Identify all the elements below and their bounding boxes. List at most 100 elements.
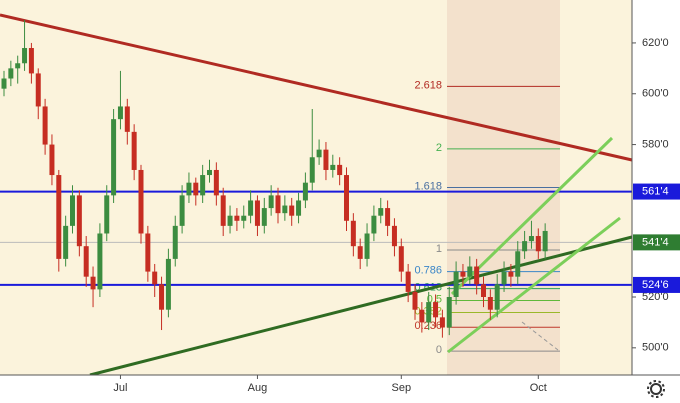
candle-body [282,205,288,214]
candle-body [508,271,514,277]
x-tick-label: Aug [248,382,268,394]
candle-body [97,233,103,290]
candle-body [371,215,377,234]
candle-body [275,195,281,214]
candle-body [261,208,267,226]
candle-body [302,182,308,201]
candle-body [426,302,432,323]
candle-body [481,284,486,298]
candle-body [385,208,391,226]
candle-body [316,149,322,158]
candle-body [76,195,82,247]
x-axis-area [0,375,680,403]
candle-body [227,215,233,226]
candle-body [350,220,356,247]
candle-body [8,68,14,79]
candle-body [364,233,370,259]
support-trendline [89,235,633,377]
candle-body [542,230,548,252]
candle-body [522,241,528,252]
candle-body [234,215,240,221]
candle-body [172,225,178,259]
candle-body [296,200,302,216]
price-tag [633,234,680,251]
candle-body [145,233,151,272]
fib-label: 0 [436,344,442,356]
candle-body [213,169,219,196]
candles-group [1,20,548,338]
candle-body [494,284,500,310]
y-tick-label: 500'0 [642,342,669,354]
candle-body [344,175,349,221]
y-axis-area [632,0,680,403]
fib-label: 1 [436,243,442,255]
candle-body [207,169,212,176]
candle-body [357,246,363,259]
settings-icon[interactable] [647,380,665,398]
candle-body [419,309,425,323]
candle-body [515,251,521,277]
gear-teeth[interactable] [647,380,665,398]
candle-body [138,169,144,234]
candle-body [268,195,274,209]
fib-label: 2 [436,142,442,154]
candle-body [254,200,260,226]
price-tag [633,276,680,293]
candle-body [248,200,254,216]
candle-body [179,195,185,226]
candle-body [453,271,459,298]
candle-body [467,266,473,277]
candle-body [15,63,21,69]
candle-body [412,291,418,310]
candle-body [83,246,89,277]
candle-body [90,276,96,290]
candle-body [186,182,192,196]
fib-label: 2.618 [414,79,442,91]
candle-body [104,195,110,234]
x-tick-label: Jul [113,382,127,394]
candle-body [200,175,206,196]
resistance-trendline [0,13,633,162]
candle-body [528,236,534,242]
candle-body [501,271,507,285]
candle-body [42,106,48,145]
candle-body [337,164,343,176]
candle-body [378,208,384,216]
fib-label: 0.786 [414,265,442,277]
candle-body [535,236,541,252]
candle-body [165,258,171,310]
y-tick-label: 600'0 [642,88,669,100]
candle-body [152,271,158,285]
candle-body [460,271,466,277]
price-tag-label: 541'4 [642,236,669,248]
candle-body [487,297,493,310]
price-tag-label: 561'4 [642,185,669,197]
candle-body [391,225,397,247]
candle-body [220,195,226,226]
price-tag [633,183,680,200]
gear[interactable] [650,383,662,395]
fib-label: 1.618 [414,180,442,192]
candle-body [309,157,315,183]
candle-body [131,131,137,170]
candle-body [193,182,199,196]
candle-body [124,106,130,132]
candle-body [28,48,34,74]
candle-body [117,106,123,120]
candle-body [323,149,329,170]
candle-body [49,144,55,176]
price-tag-label: 524'6 [642,279,669,291]
x-tick-label: Sep [392,382,412,394]
candle-body [439,317,445,328]
candle-body [289,205,295,216]
candle-body [474,266,480,285]
candle-body [22,48,28,64]
candle-body [159,284,165,310]
candle-body [330,164,336,170]
candle-body [70,195,75,226]
candle-body [398,246,404,272]
candle-body [56,175,62,259]
candle-body [405,271,411,292]
projection-line [521,321,559,351]
